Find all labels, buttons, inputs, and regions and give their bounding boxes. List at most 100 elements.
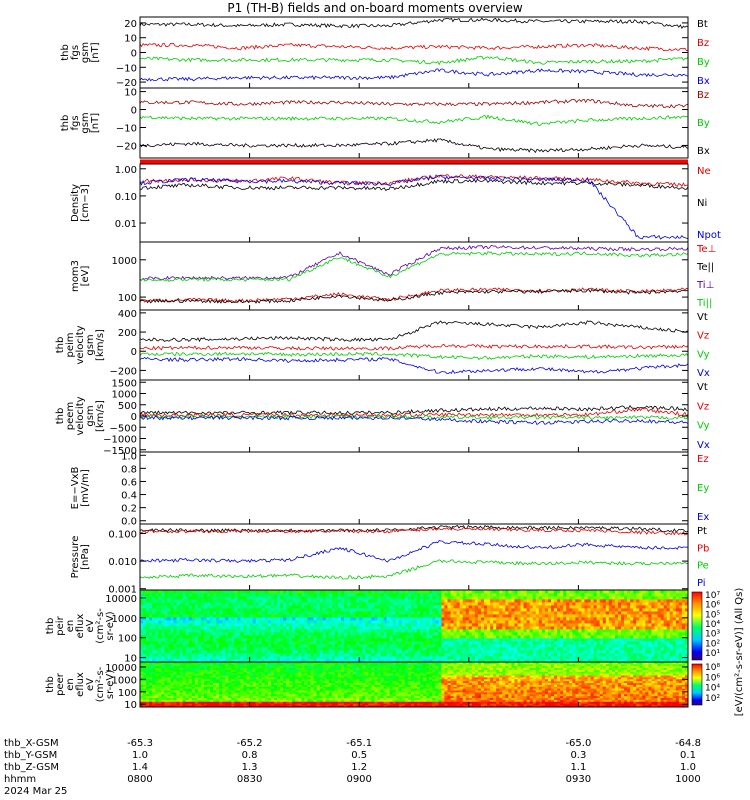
heatmap-cell <box>669 599 674 603</box>
heatmap-cell <box>216 611 220 615</box>
heatmap-cell <box>343 605 348 609</box>
heatmap-cell <box>325 638 330 642</box>
heatmap-cell <box>471 647 476 651</box>
heatmap-cell <box>560 650 564 654</box>
heatmap-cell <box>173 653 177 657</box>
heatmap-cell <box>560 596 564 600</box>
heatmap-cell <box>350 647 354 651</box>
heatmap-cell <box>572 626 576 630</box>
heatmap-cell <box>614 590 619 594</box>
heatmap-cell <box>377 608 381 612</box>
heatmap-cell <box>417 629 421 633</box>
heatmap-cell <box>170 641 174 645</box>
heatmap-cell <box>520 626 524 630</box>
heatmap-cell <box>602 620 607 624</box>
heatmap-cell <box>608 605 613 609</box>
heatmap-cell <box>200 602 205 606</box>
heatmap-cell <box>642 605 646 609</box>
heatmap-cell <box>471 659 476 663</box>
heatmap-cell <box>304 605 308 609</box>
heatmap-cell <box>410 659 415 663</box>
heatmap-cell <box>182 596 187 600</box>
heatmap-cell <box>267 596 272 600</box>
heatmap-cell <box>237 599 241 603</box>
heatmap-cell <box>596 614 601 618</box>
heatmap-cell <box>170 675 174 678</box>
heatmap-cell <box>182 638 187 642</box>
heatmap-cell <box>587 617 591 621</box>
heatmap-cell <box>572 611 576 615</box>
heatmap-cell <box>182 667 187 670</box>
heatmap-cell <box>493 611 497 615</box>
heatmap-cell <box>143 693 147 697</box>
heatmap-cell <box>185 632 190 636</box>
heatmap-cell <box>517 620 521 624</box>
heatmap-cell <box>152 684 156 687</box>
heatmap-cell <box>584 620 588 624</box>
heatmap-cell <box>435 626 439 630</box>
heatmap-cell <box>633 650 637 654</box>
heatmap-cell <box>621 620 625 624</box>
heatmap-cell <box>280 650 284 654</box>
heatmap-cell <box>155 677 159 680</box>
heatmap-cell <box>474 605 479 609</box>
legend-entry: Vt <box>697 382 708 393</box>
heatmap-cell <box>669 635 674 639</box>
heatmap-cell <box>158 641 162 645</box>
heatmap-cell <box>176 699 180 702</box>
heatmap-cell <box>146 656 150 660</box>
heatmap-cell <box>225 605 229 609</box>
legend-entry: Pi <box>697 578 706 589</box>
heatmap-cell <box>140 678 144 682</box>
heatmap-cell <box>140 699 144 702</box>
heatmap-cell <box>283 602 287 606</box>
heatmap-cell <box>398 611 403 615</box>
heatmap-cell <box>459 590 464 594</box>
heatmap-cell <box>179 665 184 669</box>
heatmap-cell <box>493 599 497 603</box>
heatmap-cell <box>551 656 555 660</box>
heatmap-cell <box>228 650 232 654</box>
heatmap-cell <box>337 623 342 627</box>
heatmap-cell <box>340 647 345 651</box>
heatmap-cell <box>347 611 351 615</box>
heatmap-cell <box>194 608 199 612</box>
heatmap-cell <box>203 656 208 660</box>
heatmap-cell <box>325 626 330 630</box>
heatmap-cell <box>164 686 168 689</box>
heatmap-cell <box>605 626 610 630</box>
heatmap-cell <box>575 593 579 597</box>
heatmap-cell <box>389 647 394 651</box>
heatmap-cell <box>621 647 625 651</box>
heatmap-cell <box>410 635 415 639</box>
heatmap-cell <box>249 614 254 618</box>
heatmap-cell <box>520 659 524 663</box>
heatmap-cell <box>611 659 616 663</box>
heatmap-cell <box>264 626 269 630</box>
heatmap-cell <box>325 632 330 636</box>
heatmap-cell <box>337 620 342 624</box>
heatmap-cell <box>651 647 655 651</box>
heatmap-cell <box>480 659 485 663</box>
heatmap-cell <box>343 644 348 648</box>
heatmap-cell <box>197 626 202 630</box>
heatmap-cell <box>350 653 354 657</box>
heatmap-cell <box>334 614 339 618</box>
heatmap-cell <box>243 623 247 627</box>
heatmap-cell <box>158 699 162 702</box>
heatmap-cell <box>474 644 479 648</box>
heatmap-cell <box>572 602 576 606</box>
heatmap-cell <box>447 608 451 612</box>
heatmap-cell <box>152 695 156 699</box>
heatmap-cell <box>277 590 281 594</box>
heatmap-cell <box>538 644 543 648</box>
heatmap-cell <box>158 626 162 630</box>
heatmap-cell <box>313 608 317 612</box>
heatmap-cell <box>203 620 208 624</box>
heatmap-cell <box>480 611 485 615</box>
heatmap-cell <box>645 590 649 594</box>
heatmap-cell <box>328 647 333 651</box>
heatmap-cell <box>216 644 220 648</box>
heatmap-cell <box>304 599 308 603</box>
heatmap-cell <box>429 614 433 618</box>
